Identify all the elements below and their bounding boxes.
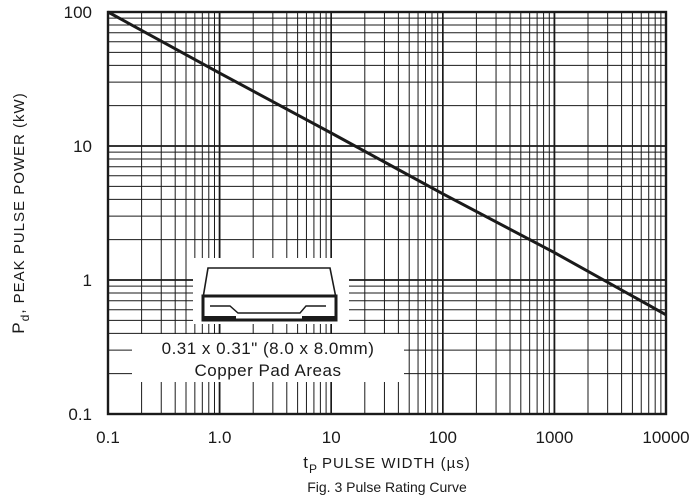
x-tick-label: 0.1 bbox=[96, 428, 120, 447]
inset-label-background bbox=[132, 334, 404, 382]
x-tick-label: 10 bbox=[322, 428, 341, 447]
package-inset: 0.31 x 0.31" (8.0 x 8.0mm) Copper Pad Ar… bbox=[132, 258, 404, 382]
inset-label-line1: 0.31 x 0.31" (8.0 x 8.0mm) bbox=[162, 339, 375, 358]
x-tick-labels: 0.1 1.0 10 100 1000 10000 bbox=[96, 428, 689, 447]
y-axis-label: Pd, PEAK PULSE POWER (kW) bbox=[9, 92, 32, 333]
y-tick-labels: 0.1 1 10 100 bbox=[64, 3, 92, 424]
y-tick-label: 10 bbox=[73, 137, 92, 156]
x-tick-label: 1.0 bbox=[208, 428, 232, 447]
y-tick-label: 0.1 bbox=[68, 405, 92, 424]
x-tick-label: 100 bbox=[429, 428, 457, 447]
package-drawing-icon bbox=[201, 267, 338, 322]
x-axis-subscript: P bbox=[309, 462, 318, 476]
x-axis-label: tP PULSE WIDTH (µs) bbox=[303, 453, 471, 476]
x-tick-label: 10000 bbox=[642, 428, 689, 447]
y-axis-subscript: d bbox=[18, 314, 32, 322]
figure-caption: Fig. 3 Pulse Rating Curve bbox=[307, 479, 467, 495]
plot-frame bbox=[106, 10, 668, 416]
inset-label-line2: Copper Pad Areas bbox=[195, 361, 342, 380]
pulse-rating-series-line bbox=[107, 10, 667, 317]
x-axis-text: PULSE WIDTH (µs) bbox=[322, 455, 471, 472]
y-axis-symbol: P bbox=[9, 321, 28, 333]
y-axis-text: , PEAK PULSE POWER (kW) bbox=[11, 92, 28, 313]
y-tick-label: 1 bbox=[83, 271, 92, 290]
series-layer bbox=[107, 10, 667, 317]
y-tick-label: 100 bbox=[64, 3, 92, 22]
x-tick-label: 1000 bbox=[535, 428, 573, 447]
x-axis-symbol: t bbox=[303, 453, 309, 472]
